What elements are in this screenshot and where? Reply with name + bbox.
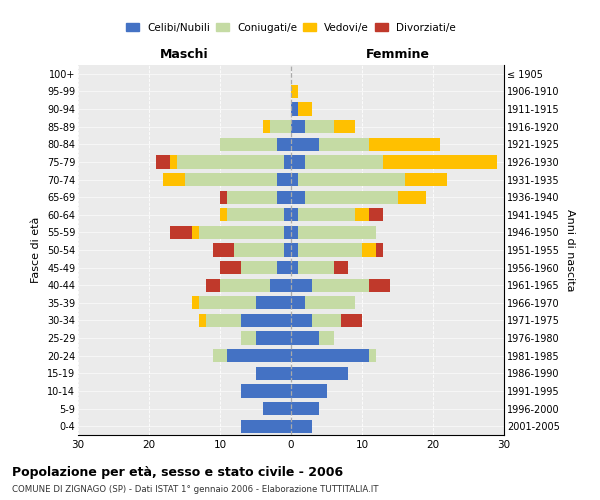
Bar xyxy=(199,314,206,327)
Bar xyxy=(319,332,334,344)
Bar xyxy=(298,261,334,274)
Bar xyxy=(305,296,355,310)
Bar xyxy=(291,190,305,204)
Bar xyxy=(291,173,298,186)
Bar xyxy=(213,244,234,256)
Bar xyxy=(220,190,227,204)
Bar xyxy=(313,278,369,292)
Bar xyxy=(369,278,391,292)
Bar xyxy=(185,173,277,186)
Bar xyxy=(277,173,291,186)
Bar xyxy=(199,296,256,310)
Bar xyxy=(263,120,270,134)
Bar xyxy=(291,244,298,256)
Bar xyxy=(270,278,291,292)
Bar xyxy=(241,332,256,344)
Bar xyxy=(241,384,291,398)
Bar xyxy=(256,296,291,310)
Bar xyxy=(277,138,291,151)
Bar xyxy=(234,244,284,256)
Bar xyxy=(284,244,291,256)
Bar xyxy=(163,173,185,186)
Bar xyxy=(156,156,170,168)
Y-axis label: Anni di nascita: Anni di nascita xyxy=(565,209,575,291)
Bar xyxy=(298,102,313,116)
Bar xyxy=(291,314,313,327)
Bar xyxy=(305,120,334,134)
Bar xyxy=(170,226,191,239)
Bar xyxy=(334,261,348,274)
Bar xyxy=(277,261,291,274)
Bar xyxy=(313,314,341,327)
Bar xyxy=(383,156,497,168)
Bar xyxy=(404,173,447,186)
Bar xyxy=(298,226,376,239)
Bar xyxy=(298,173,404,186)
Bar xyxy=(291,278,313,292)
Text: Maschi: Maschi xyxy=(160,48,209,62)
Bar xyxy=(369,138,440,151)
Bar xyxy=(241,420,291,433)
Bar xyxy=(206,278,220,292)
Bar xyxy=(369,208,383,222)
Bar xyxy=(284,156,291,168)
Bar xyxy=(291,102,298,116)
Bar xyxy=(241,261,277,274)
Bar xyxy=(256,366,291,380)
Bar xyxy=(362,244,376,256)
Bar xyxy=(291,296,305,310)
Bar xyxy=(298,208,355,222)
Bar xyxy=(355,208,369,222)
Bar xyxy=(398,190,426,204)
Bar xyxy=(199,226,284,239)
Bar xyxy=(241,314,291,327)
Bar xyxy=(369,349,376,362)
Bar xyxy=(291,138,319,151)
Bar xyxy=(213,349,227,362)
Legend: Celibi/Nubili, Coniugati/e, Vedovi/e, Divorziati/e: Celibi/Nubili, Coniugati/e, Vedovi/e, Di… xyxy=(122,18,460,36)
Bar xyxy=(227,190,277,204)
Bar xyxy=(220,138,277,151)
Bar xyxy=(376,244,383,256)
Text: Popolazione per età, sesso e stato civile - 2006: Popolazione per età, sesso e stato civil… xyxy=(12,466,343,479)
Text: Femmine: Femmine xyxy=(365,48,430,62)
Y-axis label: Fasce di età: Fasce di età xyxy=(31,217,41,283)
Bar xyxy=(305,190,398,204)
Bar xyxy=(291,85,298,98)
Bar xyxy=(319,138,369,151)
Bar xyxy=(191,226,199,239)
Bar xyxy=(291,261,298,274)
Bar xyxy=(305,156,383,168)
Bar xyxy=(291,366,348,380)
Bar xyxy=(291,384,326,398)
Bar xyxy=(256,332,291,344)
Bar xyxy=(220,261,241,274)
Bar xyxy=(284,226,291,239)
Bar xyxy=(291,208,298,222)
Bar xyxy=(206,314,241,327)
Bar xyxy=(284,208,291,222)
Bar xyxy=(270,120,291,134)
Bar xyxy=(291,332,319,344)
Bar xyxy=(291,120,305,134)
Bar xyxy=(227,349,291,362)
Bar xyxy=(227,208,284,222)
Bar xyxy=(178,156,284,168)
Bar xyxy=(291,349,369,362)
Bar xyxy=(291,402,319,415)
Bar xyxy=(191,296,199,310)
Bar xyxy=(298,244,362,256)
Bar xyxy=(291,156,305,168)
Bar xyxy=(341,314,362,327)
Bar xyxy=(291,420,313,433)
Bar xyxy=(220,208,227,222)
Bar xyxy=(220,278,270,292)
Bar xyxy=(170,156,178,168)
Bar xyxy=(277,190,291,204)
Text: COMUNE DI ZIGNAGO (SP) - Dati ISTAT 1° gennaio 2006 - Elaborazione TUTTITALIA.IT: COMUNE DI ZIGNAGO (SP) - Dati ISTAT 1° g… xyxy=(12,485,379,494)
Bar xyxy=(334,120,355,134)
Bar xyxy=(291,226,298,239)
Bar xyxy=(263,402,291,415)
